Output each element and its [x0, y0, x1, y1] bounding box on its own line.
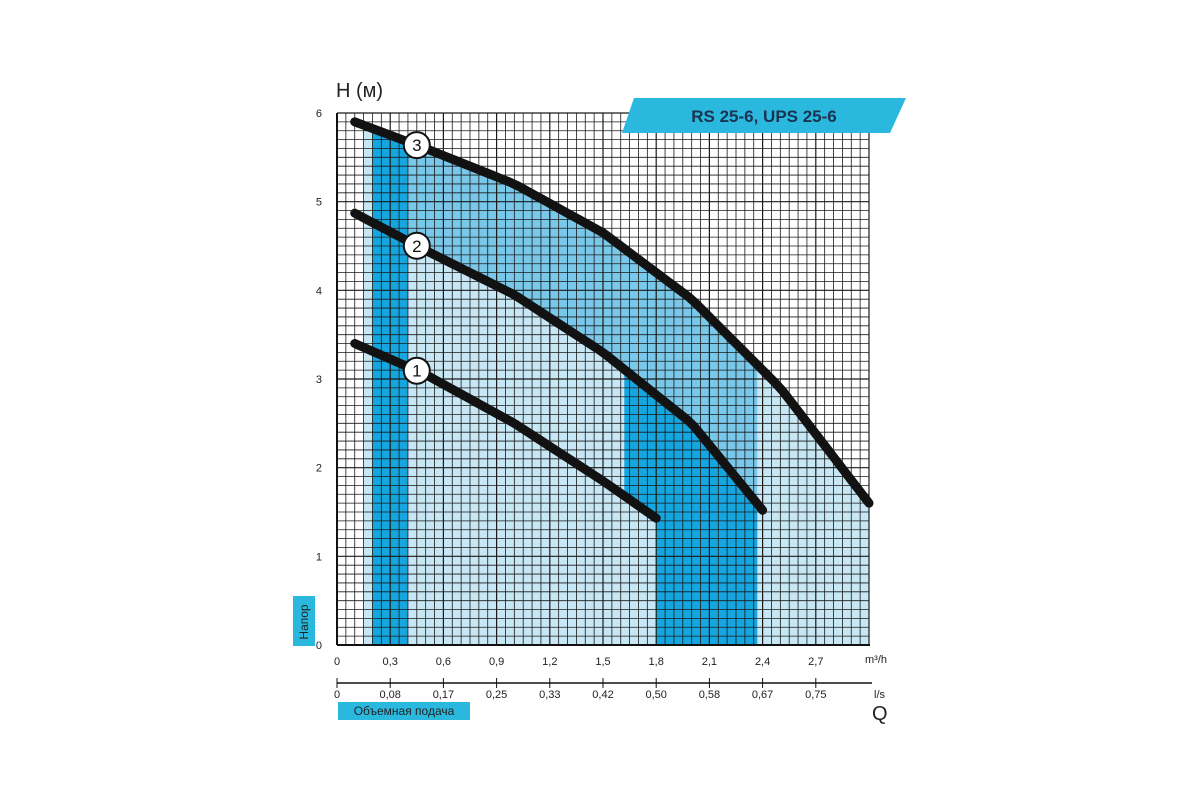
- curve-marker-label-1: 1: [412, 362, 421, 381]
- title-banner: RS 25-6, UPS 25-6: [622, 98, 906, 133]
- x-tick-label-m3h: 1,5: [595, 656, 610, 668]
- x-axis-symbol: Q: [872, 703, 888, 725]
- y-tick-label: 6: [316, 108, 322, 120]
- x-tick-label-m3h: 2,1: [702, 656, 717, 668]
- x-tick-labels-ls: 0 0,08 0,17 0,25 0,33 0,42 0,50 0,58 0,67 0,75: [334, 678, 827, 701]
- y-tick-label: 3: [316, 374, 322, 386]
- x-tick-label-ls: 0,75: [805, 689, 826, 701]
- x-tick-label-ls: 0,08: [379, 689, 400, 701]
- curve-markers: 1 2 3: [402, 131, 431, 385]
- curve-marker-1: [402, 356, 431, 385]
- x-tick-label-m3h: 0,9: [489, 656, 504, 668]
- y-tick-labels: 0 1 2 3 4 5 6: [316, 108, 322, 652]
- x-tick-label-m3h: 2,4: [755, 656, 770, 668]
- x-tick-label-ls: 0: [334, 689, 340, 701]
- x-tick-label-ls: 0,42: [592, 689, 613, 701]
- y-side-label-text: Напор: [297, 604, 311, 640]
- x-tick-label-ls: 0,17: [433, 689, 454, 701]
- x-tick-label-ls: 0,25: [486, 689, 507, 701]
- y-tick-label: 4: [316, 285, 322, 297]
- x-tick-label-ls: 0,58: [699, 689, 720, 701]
- x-tick-label-m3h: 1,8: [649, 656, 664, 668]
- curve-marker-label-2: 2: [412, 237, 421, 256]
- x-tick-label-m3h: 2,7: [808, 656, 823, 668]
- x-unit-top: m³/h: [865, 654, 887, 666]
- x-side-label-text: Объемная подача: [354, 704, 455, 718]
- curve-marker-2: [402, 231, 431, 260]
- x-unit-bottom: l/s: [874, 689, 886, 701]
- y-side-label-box: [293, 596, 315, 646]
- x-tick-label-m3h: 0: [334, 656, 340, 668]
- curve-marker-label-3: 3: [412, 136, 421, 155]
- x-side-label-box: [338, 702, 470, 720]
- chart-title: RS 25-6, UPS 25-6: [691, 107, 837, 126]
- grid-lines: [336, 112, 870, 646]
- x-tick-label-ls: 0,33: [539, 689, 560, 701]
- x-tick-label-ls: 0,50: [645, 689, 666, 701]
- x-tick-labels-m3h: 0 0,3 0,6 0,9 1,2 1,5 1,8 2,1 2,4 2,7: [334, 656, 824, 668]
- curve-marker-3: [402, 131, 431, 160]
- x-side-label: Объемная подача: [338, 702, 470, 720]
- x-tick-label-m3h: 0,6: [436, 656, 451, 668]
- y-axis-title: H (м): [336, 80, 383, 102]
- x-tick-label-m3h: 0,3: [383, 656, 398, 668]
- y-tick-label: 0: [316, 640, 322, 652]
- y-tick-label: 5: [316, 197, 322, 209]
- fill-strong-right: [624, 369, 758, 645]
- x-tick-label-m3h: 1,2: [542, 656, 557, 668]
- x-tick-label-ls: 0,67: [752, 689, 773, 701]
- y-side-label: Напор: [293, 596, 315, 646]
- y-tick-label: 2: [316, 463, 322, 475]
- pump-curve-3: [350, 117, 874, 508]
- title-banner-shape: [622, 98, 906, 133]
- axes: [336, 113, 872, 684]
- y-tick-label: 1: [316, 551, 322, 563]
